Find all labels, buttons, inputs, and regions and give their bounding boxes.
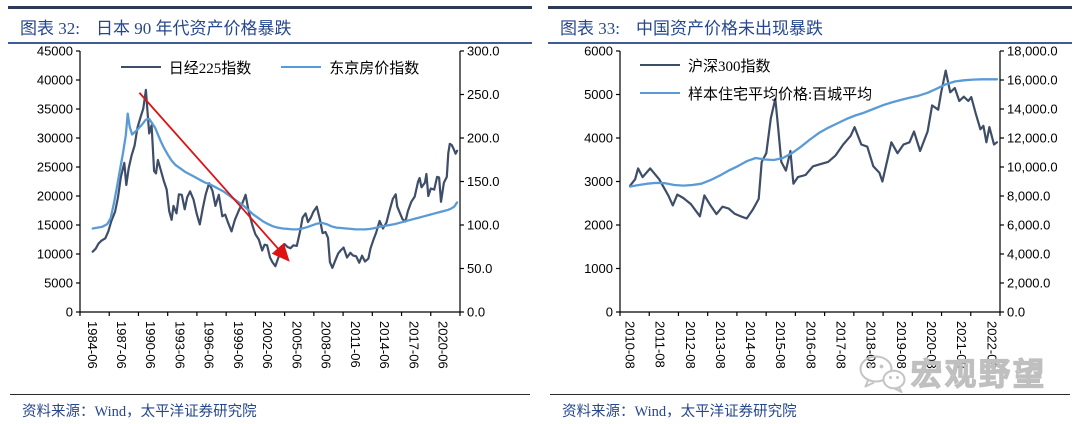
legend-label: 日经225指数 bbox=[168, 60, 252, 77]
china-line-chart: 6000 5000 4000 3000 2000 1000 0 18,000.0 16,000.… bbox=[584, 44, 1058, 369]
chart-area-japan: 45000 40000 35000 30000 25000 20000 15000 10000… bbox=[8, 44, 532, 394]
y-right-tick-label: 6,000.0 bbox=[1007, 217, 1050, 232]
japan-line-chart: 45000 40000 35000 30000 25000 20000 15000 10000… bbox=[37, 44, 500, 369]
y-right-tick-label: 0.0 bbox=[1007, 304, 1025, 319]
chart-panel-china: 图表 33: 中国资产价格未出现暴跌 6000 5000 4000 3000 2000 10… bbox=[548, 6, 1072, 421]
y-left-tick-label: 5000 bbox=[584, 87, 613, 102]
series-line-0 bbox=[628, 69, 999, 220]
y-left-tick-label: 20000 bbox=[37, 188, 73, 203]
legend-line-sample bbox=[281, 66, 322, 68]
x-axis-label: 2020-06 bbox=[436, 321, 451, 369]
x-axis-label: 2014-08 bbox=[743, 321, 758, 369]
x-axis-label: 2022-08 bbox=[984, 321, 999, 369]
y-right-tick-label: 4,000.0 bbox=[1007, 246, 1050, 261]
series-line-1 bbox=[628, 77, 999, 188]
y-left-tick-label: 10000 bbox=[37, 246, 73, 261]
chart-area-china: 6000 5000 4000 3000 2000 1000 0 18,000.0 16,000.… bbox=[548, 44, 1072, 394]
y-right-tick-label: 18,000.0 bbox=[1007, 44, 1058, 59]
y-right-tick-label: 8,000.0 bbox=[1007, 188, 1050, 203]
x-axis-label: 2013-08 bbox=[713, 321, 728, 369]
y-left-tick-label: 5000 bbox=[44, 275, 73, 290]
series-line-0 bbox=[91, 88, 459, 269]
legend-line-sample bbox=[640, 92, 680, 94]
y-right-tick-label: 2,000.0 bbox=[1007, 275, 1050, 290]
legend-label: 东京房价指数 bbox=[329, 60, 420, 77]
x-axis-label: 1987-06 bbox=[114, 321, 129, 369]
x-axis-label: 2011-06 bbox=[348, 321, 363, 368]
source-note: 资料来源：Wind，太平洋证券研究院 bbox=[562, 403, 797, 420]
chart-caption-label: 图表 33: bbox=[560, 19, 620, 38]
source-divider-rule bbox=[10, 393, 530, 395]
y-right-tick-label: 50.0 bbox=[467, 261, 492, 276]
y-right-tick-label: 16,000.0 bbox=[1007, 72, 1058, 87]
x-axis-label: 2008-06 bbox=[319, 321, 334, 369]
y-left-tick-label: 6000 bbox=[584, 44, 613, 59]
y-right-tick-label: 10,000.0 bbox=[1007, 159, 1058, 174]
legend-label: 样本住宅平均价格:百城平均 bbox=[688, 86, 873, 103]
legend-item: 沪深300指数 bbox=[640, 55, 872, 76]
x-axis-label: 2015-08 bbox=[773, 321, 788, 369]
chart-caption: 图表 33: 中国资产价格未出现暴跌 bbox=[548, 9, 1072, 42]
y-left-tick-label: 40000 bbox=[37, 72, 73, 87]
chart-caption-title: 日本 90 年代资产价格暴跌 bbox=[95, 19, 292, 38]
x-axis-label: 2011-08 bbox=[653, 321, 668, 368]
y-left-tick-label: 3000 bbox=[584, 174, 613, 189]
source-note: 资料来源：Wind，太平洋证券研究院 bbox=[22, 403, 257, 420]
y-left-tick-label: 1000 bbox=[584, 261, 613, 276]
x-axis-label: 2017-08 bbox=[834, 321, 849, 369]
x-axis-label: 1990-06 bbox=[143, 321, 158, 369]
panel-top-rule bbox=[8, 6, 532, 9]
y-right-tick-label: 200.0 bbox=[467, 130, 500, 145]
y-right-tick-label: 150.0 bbox=[467, 174, 500, 189]
x-axis-label: 2012-08 bbox=[683, 321, 698, 369]
legend-item: 日经225指数 bbox=[120, 57, 252, 78]
x-axis-label: 2005-06 bbox=[289, 321, 304, 369]
x-axis-label: 2019-08 bbox=[894, 321, 909, 369]
legend-line-sample bbox=[120, 66, 161, 68]
y-left-tick-label: 25000 bbox=[37, 159, 73, 174]
legend-label: 沪深300指数 bbox=[688, 58, 771, 75]
caption-underline-rule bbox=[548, 42, 1072, 44]
x-axis-label: 1993-06 bbox=[172, 321, 187, 369]
legend-item: 东京房价指数 bbox=[281, 57, 419, 78]
y-left-tick-label: 0 bbox=[606, 304, 613, 319]
legend-line-sample bbox=[640, 64, 680, 66]
x-axis-label: 2010-08 bbox=[622, 321, 637, 369]
x-axis-label: 2021-08 bbox=[954, 321, 969, 369]
series-line-1 bbox=[91, 111, 459, 231]
x-axis-label: 2020-08 bbox=[924, 321, 939, 369]
legend-item: 样本住宅平均价格:百城平均 bbox=[640, 83, 872, 104]
y-left-tick-label: 4000 bbox=[584, 130, 613, 145]
chart-legend: 日经225指数 东京房价指数 bbox=[8, 57, 532, 78]
x-axis-label: 2002-06 bbox=[260, 321, 275, 369]
caption-underline-rule bbox=[8, 42, 532, 44]
y-right-tick-label: 0.0 bbox=[467, 304, 485, 319]
x-axis-label: 1996-06 bbox=[202, 321, 217, 369]
crash-arrow bbox=[138, 91, 290, 262]
y-right-tick-label: 300.0 bbox=[467, 44, 500, 59]
x-axis-label: 1984-06 bbox=[85, 321, 100, 369]
y-left-tick-label: 0 bbox=[66, 304, 73, 319]
panel-top-rule bbox=[548, 6, 1072, 9]
chart-caption: 图表 32: 日本 90 年代资产价格暴跌 bbox=[8, 9, 532, 42]
y-left-tick-label: 35000 bbox=[37, 101, 73, 116]
x-axis-label: 2016-08 bbox=[803, 321, 818, 369]
x-axis-label: 2017-06 bbox=[406, 321, 421, 369]
x-axis-label: 2014-06 bbox=[377, 321, 392, 369]
chart-caption-label: 图表 32: bbox=[20, 19, 80, 38]
y-left-tick-label: 45000 bbox=[37, 44, 73, 59]
y-right-tick-label: 14,000.0 bbox=[1007, 101, 1058, 116]
y-right-tick-label: 100.0 bbox=[467, 217, 500, 232]
chart-panel-japan: 图表 32: 日本 90 年代资产价格暴跌 45000 40000 35000 3000… bbox=[8, 6, 532, 421]
y-left-tick-label: 15000 bbox=[37, 217, 73, 232]
y-left-tick-label: 30000 bbox=[37, 130, 73, 145]
source-divider-rule bbox=[550, 393, 1070, 395]
chart-caption-title: 中国资产价格未出现暴跌 bbox=[635, 19, 823, 38]
y-right-tick-label: 250.0 bbox=[467, 87, 500, 102]
chart-legend: 沪深300指数样本住宅平均价格:百城平均 bbox=[640, 55, 872, 104]
x-axis-label: 1999-06 bbox=[231, 321, 246, 369]
y-right-tick-label: 12,000.0 bbox=[1007, 130, 1058, 145]
x-axis-label: 2018-08 bbox=[864, 321, 879, 369]
y-left-tick-label: 2000 bbox=[584, 217, 613, 232]
